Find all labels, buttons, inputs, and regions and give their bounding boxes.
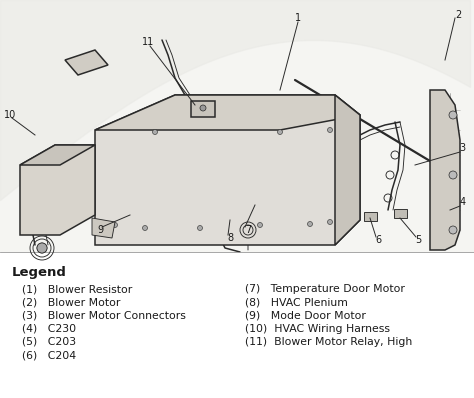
Polygon shape [20,145,95,235]
Text: (1)   Blower Resistor: (1) Blower Resistor [22,284,132,294]
Text: 10: 10 [4,110,16,120]
FancyBboxPatch shape [394,209,408,217]
Text: 7: 7 [245,225,251,235]
Text: 4: 4 [460,197,466,207]
Text: (8)   HVAC Plenium: (8) HVAC Plenium [245,297,348,307]
Text: 6: 6 [375,235,381,245]
Circle shape [257,222,263,228]
FancyBboxPatch shape [191,101,215,117]
Text: (5)   C203: (5) C203 [22,337,76,347]
Circle shape [112,222,118,228]
Circle shape [143,226,147,230]
Text: 9: 9 [97,225,103,235]
Polygon shape [92,218,115,238]
Circle shape [308,222,312,226]
Circle shape [449,226,457,234]
Text: (2)   Blower Motor: (2) Blower Motor [22,297,120,307]
Text: (3)   Blower Motor Connectors: (3) Blower Motor Connectors [22,310,186,320]
Polygon shape [430,90,460,250]
Text: 11: 11 [142,37,154,47]
Circle shape [37,243,47,253]
Text: (11)  Blower Motor Relay, High: (11) Blower Motor Relay, High [245,337,412,347]
Polygon shape [20,145,95,165]
Circle shape [198,226,202,230]
Text: 3: 3 [459,143,465,153]
Circle shape [328,127,332,133]
Text: (6)   C204: (6) C204 [22,350,76,360]
Text: (9)   Mode Door Motor: (9) Mode Door Motor [245,310,366,320]
Polygon shape [95,95,360,245]
Text: 5: 5 [415,235,421,245]
Circle shape [449,111,457,119]
Circle shape [153,129,157,135]
Text: Legend: Legend [12,266,67,279]
Polygon shape [335,95,360,245]
Text: 2: 2 [455,10,461,20]
FancyBboxPatch shape [365,211,377,220]
Circle shape [200,105,206,111]
Text: (10)  HVAC Wiring Harness: (10) HVAC Wiring Harness [245,324,390,334]
Text: 8: 8 [227,233,233,243]
Text: (7)   Temperature Door Motor: (7) Temperature Door Motor [245,284,405,294]
Circle shape [328,220,332,224]
Text: (4)   C230: (4) C230 [22,324,76,334]
Circle shape [277,129,283,135]
Polygon shape [65,50,108,75]
Bar [0,0,474,252]
Polygon shape [95,95,360,130]
Text: 1: 1 [295,13,301,23]
Circle shape [449,171,457,179]
